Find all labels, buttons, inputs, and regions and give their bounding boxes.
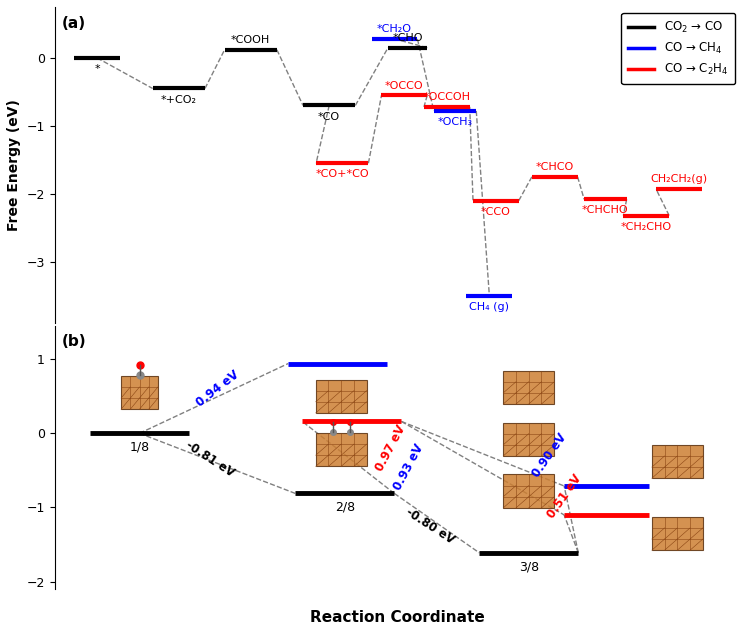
Text: 0.97 eV: 0.97 eV xyxy=(373,423,408,473)
Y-axis label: Free Energy (eV): Free Energy (eV) xyxy=(7,99,21,231)
Text: 0.93 eV: 0.93 eV xyxy=(391,441,426,492)
FancyBboxPatch shape xyxy=(652,517,703,550)
Text: *CH₂CHO: *CH₂CHO xyxy=(621,222,672,232)
Text: *OCCOH: *OCCOH xyxy=(423,92,470,102)
Text: -0.81 eV: -0.81 eV xyxy=(183,439,237,480)
Text: *+CO₂: *+CO₂ xyxy=(161,95,197,105)
Text: 0.90 eV: 0.90 eV xyxy=(530,431,570,480)
Text: 0.94 eV: 0.94 eV xyxy=(194,368,242,409)
Text: *CO+*CO: *CO+*CO xyxy=(316,169,369,179)
Text: -0.80 eV: -0.80 eV xyxy=(403,505,456,547)
Text: 0.51 eV: 0.51 eV xyxy=(545,472,584,521)
Text: CH₂CH₂(g): CH₂CH₂(g) xyxy=(650,174,708,184)
Text: 3/8: 3/8 xyxy=(518,560,539,573)
FancyBboxPatch shape xyxy=(121,376,158,409)
FancyBboxPatch shape xyxy=(503,423,554,456)
Text: CH₄ (g): CH₄ (g) xyxy=(469,302,509,312)
FancyBboxPatch shape xyxy=(652,445,703,478)
Text: *OCCO: *OCCO xyxy=(385,80,423,90)
Text: 2/8: 2/8 xyxy=(334,501,355,514)
Legend: CO$_2$ → CO, CO → CH$_4$, CO → C$_2$H$_4$: CO$_2$ → CO, CO → CH$_4$, CO → C$_2$H$_4… xyxy=(621,13,735,84)
FancyBboxPatch shape xyxy=(503,475,554,508)
FancyBboxPatch shape xyxy=(503,371,554,404)
Text: *OCH₃: *OCH₃ xyxy=(438,117,473,127)
Text: (a): (a) xyxy=(61,16,85,31)
FancyBboxPatch shape xyxy=(316,379,367,413)
Text: *COOH: *COOH xyxy=(231,35,270,45)
Text: *: * xyxy=(94,64,100,74)
Text: Reaction Coordinate: Reaction Coordinate xyxy=(310,610,485,625)
Text: *CHCHO: *CHCHO xyxy=(582,206,629,216)
Text: 1/8: 1/8 xyxy=(129,441,150,454)
FancyBboxPatch shape xyxy=(316,433,367,466)
Text: *CHO: *CHO xyxy=(393,33,423,43)
Text: *CCO: *CCO xyxy=(481,207,511,217)
Text: *CO: *CO xyxy=(318,112,340,122)
Text: (b): (b) xyxy=(61,334,86,349)
Text: *CH₂O: *CH₂O xyxy=(377,24,412,34)
Text: *CHCO: *CHCO xyxy=(536,162,574,172)
